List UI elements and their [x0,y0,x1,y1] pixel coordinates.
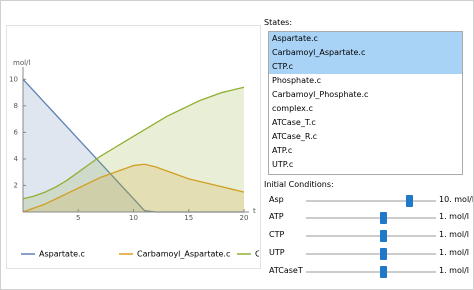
slider-track[interactable] [306,271,436,273]
slider-name: Asp [269,195,284,204]
x-axis-label: t [253,207,256,215]
x-tick-label: 20 [240,214,249,222]
slider-knob[interactable] [380,266,387,278]
slider-name: CTP [269,230,285,239]
state-item[interactable]: ATCase_R.c [272,132,318,141]
slider-knob[interactable] [380,230,387,242]
x-tick-label: 15 [184,214,193,222]
slider-track[interactable] [306,217,436,219]
y-tick-label: 4 [14,155,19,163]
state-item[interactable]: ATCase_T.c [272,118,316,127]
chart-frame [6,25,261,269]
state-item[interactable]: ATP.c [272,146,293,155]
slider-track[interactable] [306,200,436,202]
area-fill [23,87,244,212]
y-tick-label: 2 [14,181,18,189]
legend-label: Aspartate.c [39,250,85,259]
x-tick-label: 5 [76,214,80,222]
state-item[interactable]: CTP.c [269,60,462,74]
chart: mol/l t 5 10 15 20 2 4 6 8 10 Aspartate.c Carbamoy… [9,59,259,259]
slider-name: ATCaseT [269,266,303,275]
states-label: States: [264,18,293,27]
state-item[interactable]: UTP.c [272,160,294,169]
slider-knob[interactable] [380,212,387,224]
y-tick-label: 8 [14,102,18,110]
state-item[interactable]: Phosphate.c [272,76,322,85]
y-tick-label: 10 [9,75,18,83]
y-tick-label: 6 [14,128,19,136]
slider-value: 1. mol/l [439,266,470,275]
x-tick-label: 10 [129,214,138,222]
slider-value: 10. mol/l [439,195,474,204]
state-item[interactable]: complex.c [272,104,313,113]
y-axis-label: mol/l [13,59,30,67]
initial-conditions-label: Initial Conditions: [264,180,334,189]
legend-label: CTP.c [255,250,259,259]
state-item[interactable]: Carbamoyl_Phosphate.c [272,90,369,99]
slider-name: UTP [269,248,285,257]
slider-value: 1. mol/l [439,248,470,257]
slider-track[interactable] [306,235,436,237]
area-fill [23,79,244,212]
slider-knob[interactable] [406,195,413,207]
slider-knob[interactable] [380,248,387,260]
slider-value: 1. mol/l [439,212,470,221]
slider-name: ATP [269,212,284,221]
slider-value: 1. mol/l [439,230,470,239]
states-list[interactable]: Aspartate.c Carbamoyl_Aspartate.c CTP.c Pho… [268,31,463,175]
series-line [22,86,245,200]
slider-track[interactable] [306,253,436,255]
legend-label: Carbamoyl_Aspartate.c [137,250,230,259]
area-fill [23,164,244,212]
state-item[interactable]: Aspartate.c [269,32,462,46]
series-line [22,163,245,213]
state-item[interactable]: Carbamoyl_Aspartate.c [269,46,462,60]
